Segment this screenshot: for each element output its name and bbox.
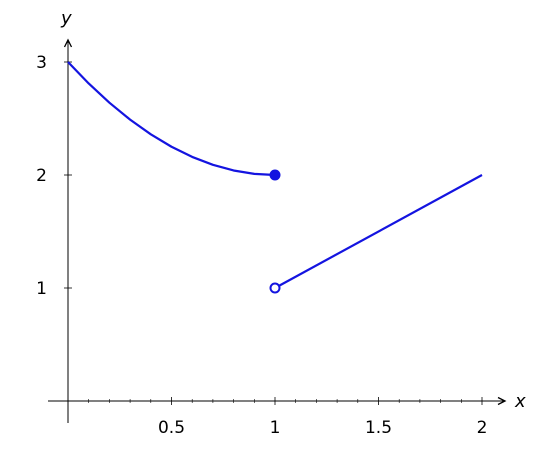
y-tick-label: 2 bbox=[36, 166, 47, 186]
series-line-2 bbox=[274, 174, 483, 289]
major-ticks bbox=[64, 61, 483, 405]
series-line-1 bbox=[67, 61, 276, 177]
x-tick-label: 2 bbox=[477, 418, 488, 438]
x-tick-label: 1 bbox=[270, 418, 281, 438]
y-tick-label: 1 bbox=[36, 279, 47, 299]
tick-labels: 0.5 1 1.5 2 1 2 3 bbox=[36, 53, 487, 438]
y-tick-label: 3 bbox=[36, 53, 47, 73]
y-axis-label: y bbox=[60, 8, 72, 29]
series bbox=[67, 61, 483, 289]
x-tick-label: 0.5 bbox=[158, 418, 185, 438]
points bbox=[269, 169, 281, 294]
x-axis-label: x bbox=[514, 391, 526, 412]
closed-point bbox=[269, 169, 281, 181]
x-tick-label: 1.5 bbox=[365, 418, 392, 438]
open-point bbox=[269, 282, 281, 294]
